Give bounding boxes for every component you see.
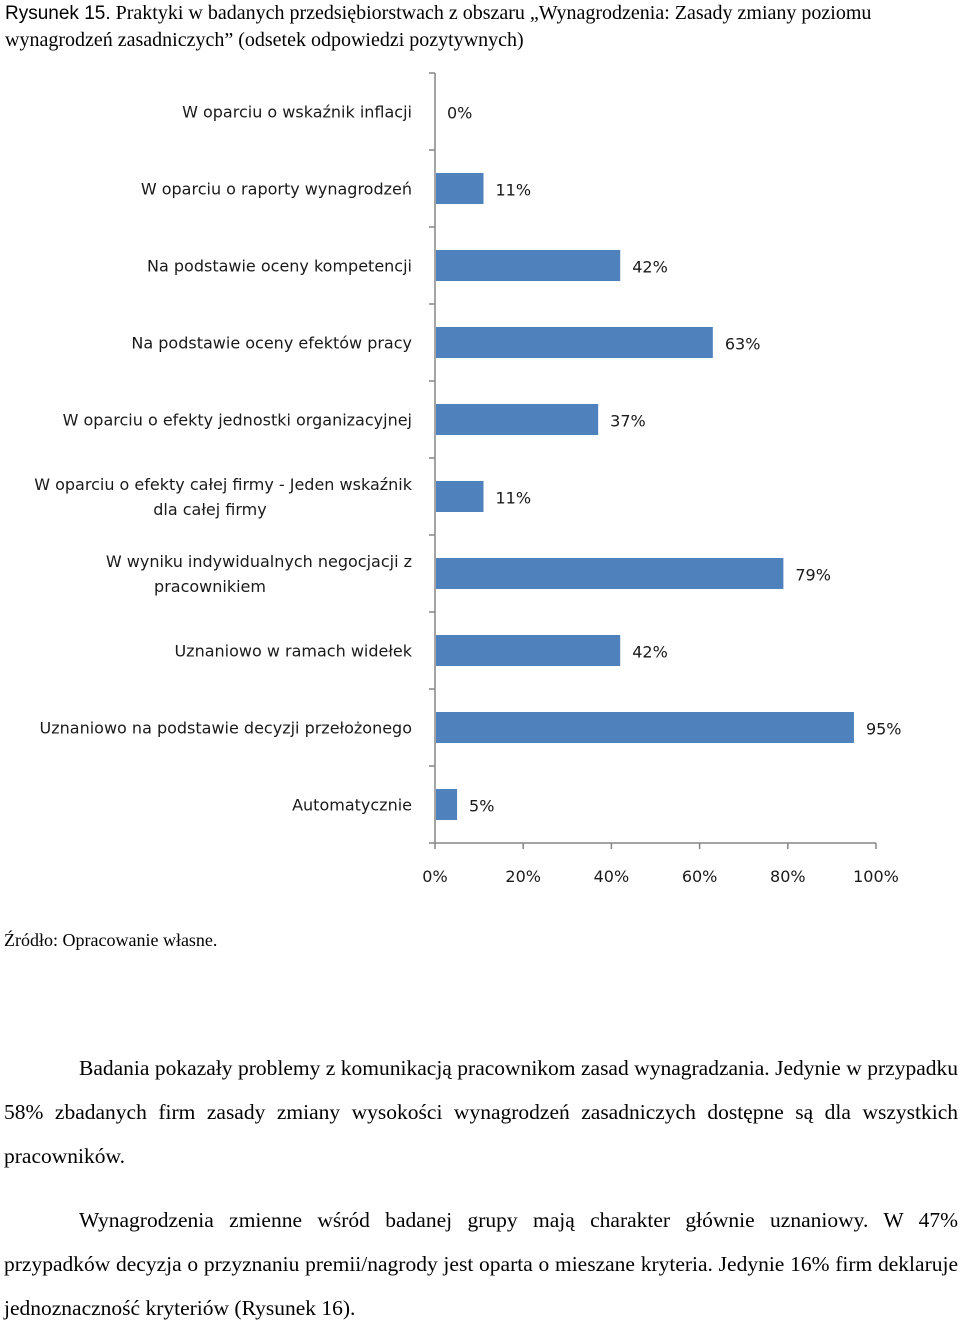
category-label: W wyniku indywidualnych negocjacji z [106,552,412,571]
category-label: Na podstawie oceny kompetencji [147,257,412,276]
category-label: W oparciu o efekty jednostki organizacyj… [63,411,412,430]
category-label: W oparciu o efekty całej firmy - Jeden w… [34,475,413,494]
category-label: Uznaniowo na podstawie decyzji przełożon… [40,719,412,738]
paragraph-2-text: Wynagrodzenia zmienne wśród badanej grup… [4,1208,958,1320]
category-label: Automatycznie [292,796,412,815]
bar [436,481,484,512]
value-label: 42% [632,258,668,277]
paragraph-2: Wynagrodzenia zmienne wśród badanej grup… [4,1198,958,1330]
paragraph-1-text: Badania pokazały problemy z komunikacją … [4,1056,958,1168]
bar [436,635,621,666]
bar-chart: 0% 11% 42% 63% 37% 11% 79% 42% 95% 5% W oparciu o… [34,72,902,886]
value-label: 79% [795,566,831,585]
value-label: 37% [610,412,646,431]
source-note: Źródło: Opracowanie własne. [4,930,218,950]
value-label: 63% [725,335,761,354]
bar [436,404,599,435]
x-tick-label: 100% [853,867,899,886]
value-label: 11% [496,181,532,200]
bar [436,250,621,281]
bar [436,712,854,743]
bar [436,558,784,589]
value-labels-group: 0% 11% 42% 63% 37% 11% 79% 42% 95% 5% [447,104,902,816]
figure-caption: Rysunek 15. Praktyki w badanych przedsię… [5,0,955,53]
value-label: 5% [469,797,494,816]
category-label: dla całej firmy [153,500,266,519]
bar [436,173,484,204]
x-tick-label: 20% [505,867,541,886]
value-label: 11% [496,489,532,508]
bars-group [436,173,854,820]
axes-group [429,72,877,849]
category-labels-group: W oparciu o wskaźnik inflacji W oparciu o… [34,103,413,815]
category-label: pracownikiem [154,577,266,596]
figure-label: Rysunek 15. [5,3,111,24]
category-label: W oparciu o wskaźnik inflacji [182,103,412,122]
value-label: 95% [866,720,902,739]
category-label: W oparciu o raporty wynagrodzeń [141,180,412,199]
x-tick-labels-group: 0% 20% 40% 60% 80% 100% [422,867,899,886]
bar [436,789,458,820]
x-tick-label: 0% [422,867,447,886]
x-tick-label: 80% [770,867,806,886]
bar [436,327,713,358]
category-label: Na podstawie oceny efektów pracy [131,334,412,353]
value-label: 0% [447,104,472,123]
x-tick-label: 40% [594,867,630,886]
value-label: 42% [632,643,668,662]
paragraph-1: Badania pokazały problemy z komunikacją … [4,1046,958,1178]
category-label: Uznaniowo w ramach widełek [174,642,412,661]
x-tick-label: 60% [682,867,718,886]
figure-title: Praktyki w badanych przedsiębiorstwach z… [5,2,872,51]
